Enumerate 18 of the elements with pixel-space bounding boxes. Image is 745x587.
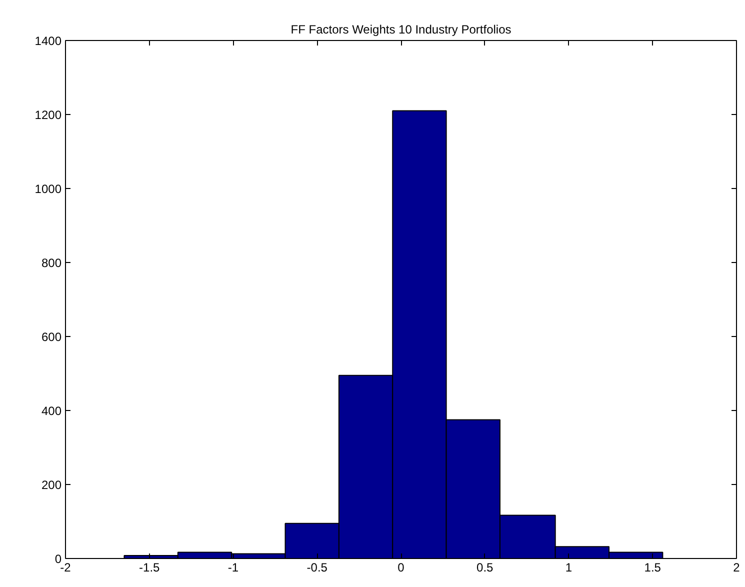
- y-tick-label: 1400: [34, 34, 62, 48]
- x-tick-label: 2: [733, 560, 740, 574]
- x-tick-label: -2: [60, 560, 72, 574]
- y-tick-label: 800: [41, 256, 62, 270]
- chart-title: FF Factors Weights 10 Industry Portfolios: [290, 22, 512, 36]
- y-tick-label: 0: [54, 552, 62, 566]
- x-tick-label: 1: [565, 560, 572, 574]
- x-tick-label: -1.5: [139, 560, 160, 574]
- y-tick-label: 1000: [34, 182, 62, 196]
- y-tick-label: 200: [41, 478, 62, 492]
- x-tick-label: 1.5: [644, 560, 662, 574]
- y-tick-label: 400: [41, 404, 62, 418]
- x-tick-label: -1: [228, 560, 239, 574]
- y-tick-label: 600: [41, 330, 62, 344]
- x-tick-label: 0: [398, 560, 405, 574]
- x-tick-label: 0.5: [476, 560, 494, 574]
- x-tick-label: -0.5: [306, 560, 328, 574]
- y-tick-label: 1200: [34, 108, 62, 122]
